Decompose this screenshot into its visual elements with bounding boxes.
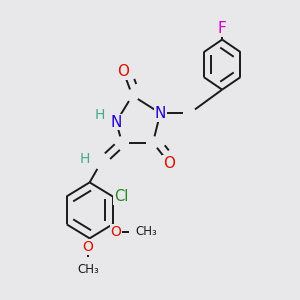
Text: F: F bbox=[218, 21, 226, 36]
Text: H: H bbox=[80, 152, 90, 166]
Text: O: O bbox=[111, 225, 122, 239]
Text: O: O bbox=[83, 240, 94, 254]
Text: O: O bbox=[163, 156, 175, 171]
Text: N: N bbox=[154, 106, 166, 121]
Text: H: H bbox=[95, 108, 105, 122]
Text: CH₃: CH₃ bbox=[135, 225, 157, 238]
Text: O: O bbox=[118, 64, 130, 80]
Text: Cl: Cl bbox=[114, 189, 128, 204]
Text: CH₃: CH₃ bbox=[77, 263, 99, 276]
Text: N: N bbox=[110, 115, 122, 130]
